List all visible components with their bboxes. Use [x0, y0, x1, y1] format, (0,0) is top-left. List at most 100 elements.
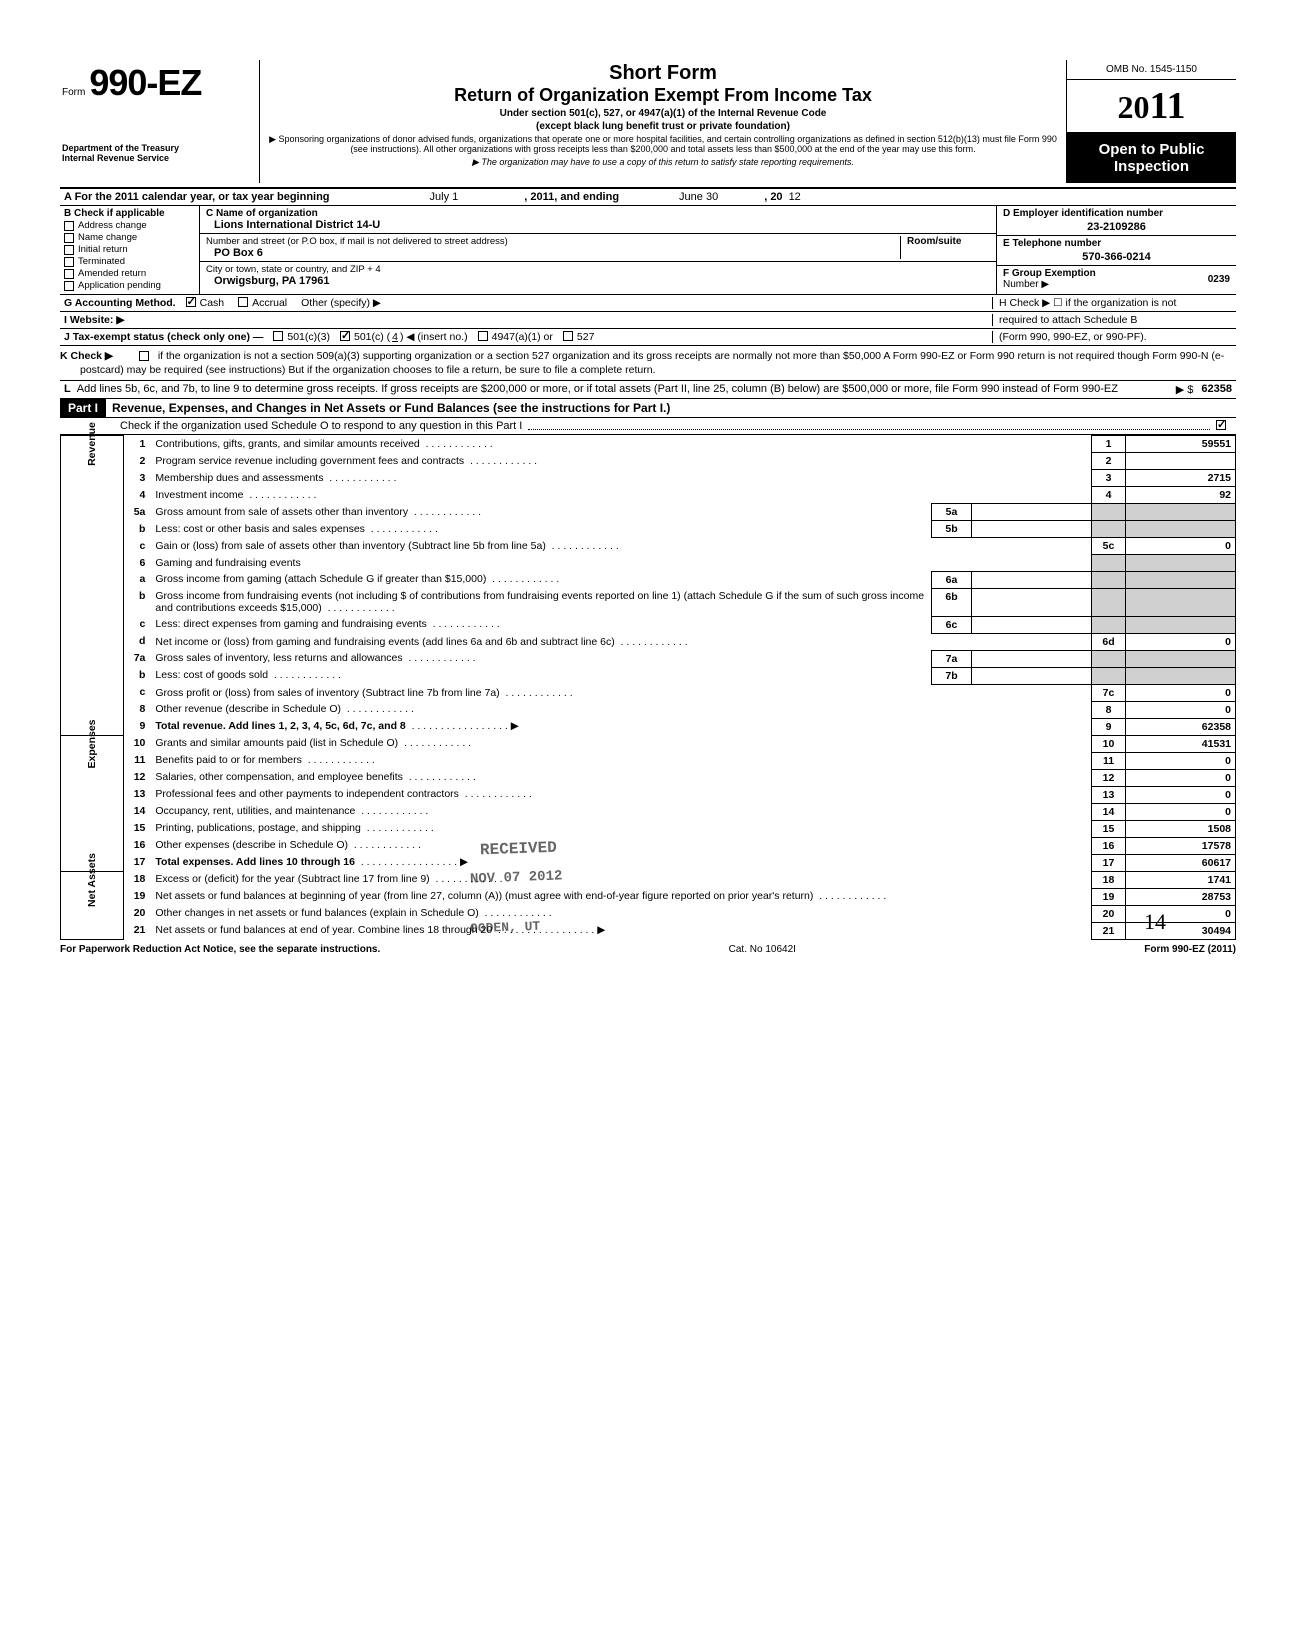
line-desc: Printing, publications, postage, and shi…	[151, 820, 1091, 837]
line-number: b	[123, 667, 151, 684]
line-desc: Less: direct expenses from gaming and fu…	[151, 616, 931, 633]
line-amount: 30494	[1126, 922, 1236, 939]
line-number: 12	[123, 769, 151, 786]
row-j: J Tax-exempt status (check only one) — 5…	[60, 329, 1236, 346]
line-number: 20	[123, 905, 151, 922]
chk-amended[interactable]	[64, 269, 74, 279]
lbl-accrual: Accrual	[252, 297, 287, 309]
open-line2: Inspection	[1071, 158, 1232, 175]
line-number: 16	[123, 837, 151, 854]
org-name: Lions International District 14-U	[214, 219, 990, 231]
line-desc: Gross profit or (loss) from sales of inv…	[151, 684, 1091, 701]
shaded-cell	[1126, 521, 1236, 538]
line-desc: Excess or (deficit) for the year (Subtra…	[151, 871, 1091, 888]
shaded-cell	[1126, 504, 1236, 521]
chk-pending[interactable]	[64, 281, 74, 291]
line-number: 9	[123, 718, 151, 735]
line-number: 18	[123, 871, 151, 888]
dept-irs: Internal Revenue Service	[62, 154, 253, 164]
chk-501c[interactable]	[340, 331, 350, 341]
chk-schedule-o[interactable]	[1216, 420, 1226, 430]
subtitle-state: ▶ The organization may have to use a cop…	[268, 157, 1058, 168]
lbl-cash: Cash	[200, 297, 225, 309]
right-line-number: 14	[1092, 803, 1126, 820]
chk-name-change[interactable]	[64, 233, 74, 243]
form-word: Form	[62, 87, 85, 98]
line-amount: 59551	[1126, 436, 1236, 453]
lbl-name-change: Name change	[78, 232, 137, 243]
line-desc: Net assets or fund balances at end of ye…	[151, 922, 1091, 939]
footer-form: Form 990-EZ (2011)	[1144, 944, 1236, 955]
chk-cash[interactable]	[186, 297, 196, 307]
right-line-number: 17	[1092, 854, 1126, 871]
right-line-number: 2	[1092, 453, 1126, 470]
part1-header-row: Part I Revenue, Expenses, and Changes in…	[60, 399, 1236, 418]
schedule-o-check: Check if the organization used Schedule …	[60, 418, 1236, 435]
main-title: Return of Organization Exempt From Incom…	[268, 85, 1058, 106]
omb-number: OMB No. 1545-1150	[1067, 60, 1236, 80]
subline-amount	[972, 571, 1092, 588]
right-line-number: 11	[1092, 752, 1126, 769]
subline-number: 5b	[932, 521, 972, 538]
subline-number: 6a	[932, 571, 972, 588]
chk-4947[interactable]	[478, 331, 488, 341]
tax-year-end-yr: 12	[789, 191, 801, 203]
org-address: PO Box 6	[214, 247, 900, 259]
line-desc: Gross income from gaming (attach Schedul…	[151, 571, 931, 588]
block-bcd: B Check if applicable Address change Nam…	[60, 206, 1236, 295]
section-label-expenses: Expenses	[61, 735, 124, 871]
part1-title: Revenue, Expenses, and Changes in Net As…	[106, 399, 676, 417]
line-desc: Grants and similar amounts paid (list in…	[151, 735, 1091, 752]
col-c: C Name of organization Lions Internation…	[200, 206, 996, 294]
line-amount: 62358	[1126, 718, 1236, 735]
lbl-address-change: Address change	[78, 220, 147, 231]
right-line-number: 7c	[1092, 684, 1126, 701]
shaded-cell	[1092, 650, 1126, 667]
line-desc: Program service revenue including govern…	[151, 453, 1091, 470]
line-number: c	[123, 616, 151, 633]
row-k: K Check ▶ if the organization is not a s…	[60, 346, 1236, 381]
gross-receipts-total: 62358	[1201, 383, 1232, 396]
shaded-cell	[1126, 650, 1236, 667]
col-b: B Check if applicable Address change Nam…	[60, 206, 200, 294]
right-line-number: 5c	[1092, 538, 1126, 555]
shaded-cell	[1092, 521, 1126, 538]
chk-terminated[interactable]	[64, 257, 74, 267]
chk-k[interactable]	[139, 351, 149, 361]
right-line-number: 21	[1092, 922, 1126, 939]
subtitle-except: (except black lung benefit trust or priv…	[268, 121, 1058, 132]
line-number: a	[123, 571, 151, 588]
line-k-text: if the organization is not a section 509…	[80, 350, 1224, 376]
group-exemption-value: 0239	[1208, 274, 1230, 285]
header-left: Form 990-EZ Department of the Treasury I…	[60, 60, 260, 183]
shaded-cell	[1092, 571, 1126, 588]
shaded-cell	[1126, 667, 1236, 684]
open-to-public: Open to Public Inspection	[1067, 133, 1236, 183]
chk-address-change[interactable]	[64, 221, 74, 231]
chk-accrual[interactable]	[238, 297, 248, 307]
line-amount: 0	[1126, 538, 1236, 555]
footer: For Paperwork Reduction Act Notice, see …	[60, 944, 1236, 955]
subline-amount	[972, 667, 1092, 684]
line-amount: 41531	[1126, 735, 1236, 752]
right-line-number: 6d	[1092, 633, 1126, 650]
handwritten-page-number: 14	[1144, 909, 1166, 935]
header-right: OMB No. 1545-1150 2011 Open to Public In…	[1066, 60, 1236, 183]
subtitle-code: Under section 501(c), 527, or 4947(a)(1)…	[268, 108, 1058, 119]
right-line-number: 18	[1092, 871, 1126, 888]
year-digits: 11	[1150, 85, 1186, 127]
line-desc: Other revenue (describe in Schedule O) .…	[151, 701, 1091, 718]
subline-amount	[972, 616, 1092, 633]
line-amount: 0	[1126, 769, 1236, 786]
shaded-cell	[1126, 555, 1236, 572]
line-a-mid: , 2011, and ending	[524, 191, 619, 203]
lbl-527: 527	[577, 331, 595, 343]
shaded-cell	[1092, 667, 1126, 684]
subline-number: 5a	[932, 504, 972, 521]
line-k-label: K Check ▶	[60, 349, 130, 363]
line-amount: 17578	[1126, 837, 1236, 854]
chk-initial-return[interactable]	[64, 245, 74, 255]
line-amount: 2715	[1126, 470, 1236, 487]
chk-501c3[interactable]	[273, 331, 283, 341]
chk-527[interactable]	[563, 331, 573, 341]
